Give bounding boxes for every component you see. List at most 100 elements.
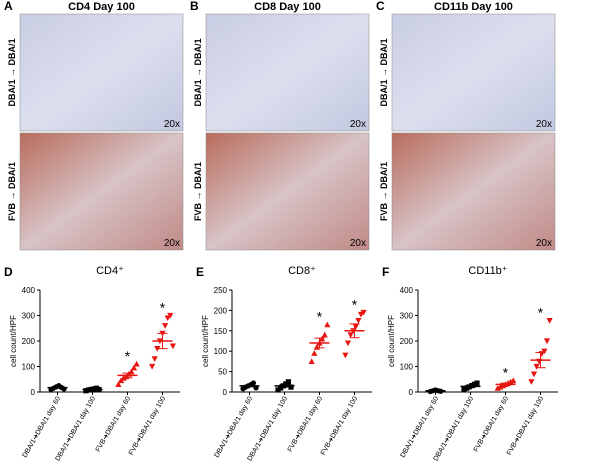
magnification: 20x — [350, 238, 366, 249]
panel-letter: C — [376, 0, 385, 13]
x-tick-label: FVB➔DBA/1 day 100 — [320, 395, 359, 456]
significance-mark: * — [125, 348, 131, 364]
y-tick-label: 200 — [22, 337, 36, 346]
x-tick-label: DBA/1➔DBA/1 day 60 — [214, 395, 255, 459]
micrograph — [391, 132, 556, 251]
error-bar — [465, 384, 476, 388]
data-point — [321, 331, 328, 338]
data-point — [360, 309, 367, 316]
magnification: 20x — [536, 238, 552, 249]
data-point — [149, 363, 156, 370]
data-point — [528, 379, 535, 385]
magnification: 20x — [164, 238, 180, 249]
y-tick-label: 50 — [218, 368, 227, 377]
data-point — [541, 348, 548, 355]
data-point — [167, 312, 174, 319]
x-tick-label: FVB➔DBA/1 day 100 — [128, 395, 167, 456]
y-tick-label: 400 — [400, 286, 414, 295]
panel-letter: E — [196, 265, 204, 279]
error-bar — [279, 384, 290, 388]
panel-letter: A — [4, 0, 13, 13]
x-tick-label: FVB➔DBA/1 day 100 — [506, 395, 545, 456]
data-point — [311, 350, 318, 356]
y-axis-label: cell count/HPF — [387, 315, 396, 367]
data-point — [133, 360, 140, 367]
data-point — [546, 318, 553, 324]
chart-title: CD4⁺ — [96, 265, 124, 277]
data-point — [319, 335, 326, 342]
y-tick-label: 200 — [214, 306, 228, 315]
y-axis-label: cell count/HPF — [201, 315, 210, 367]
data-point — [164, 315, 171, 322]
y-tick-label: 100 — [214, 347, 228, 356]
chart-title: CD8⁺ — [288, 265, 316, 277]
micrograph — [205, 132, 370, 251]
x-tick-label: DBA/1➔DBA/1 day 60 — [400, 395, 441, 459]
error-bar — [52, 386, 63, 389]
data-point — [288, 384, 294, 390]
y-tick-label: 100 — [400, 363, 414, 372]
x-tick-label: FVB➔DBA/1 day 60 — [287, 395, 324, 453]
y-tick-label: 0 — [409, 388, 414, 397]
micrograph — [391, 13, 556, 132]
data-point — [355, 318, 362, 324]
x-tick-label: FVB➔DBA/1 day 60 — [473, 395, 510, 453]
error-bar — [122, 372, 133, 379]
panel-title: CD8 Day 100 — [254, 1, 321, 13]
x-tick-label: FVB➔DBA/1 day 60 — [95, 395, 132, 453]
data-point — [115, 381, 122, 387]
panel-letter: D — [4, 265, 13, 279]
data-point — [474, 380, 480, 386]
x-tick-label: DBA/1➔DBA/1 day 60 — [22, 395, 63, 459]
data-point — [169, 343, 176, 350]
data-point — [154, 346, 161, 352]
significance-mark: * — [352, 296, 358, 312]
row-label: FVB → DBA/1 — [193, 162, 203, 221]
panel-letter: B — [190, 0, 199, 13]
row-label: FVB → DBA/1 — [7, 162, 17, 221]
magnification: 20x — [536, 119, 552, 130]
data-point — [530, 371, 538, 378]
panel-title: CD4 Day 100 — [68, 1, 135, 13]
data-point — [342, 352, 349, 359]
micrograph — [205, 13, 370, 132]
x-tick-label: DBA/1➔DBA/1 day 100 — [433, 395, 476, 462]
significance-mark: * — [317, 309, 323, 325]
y-tick-label: 0 — [223, 388, 228, 397]
panel-letter: F — [382, 265, 389, 279]
row-label: FVB → DBA/1 — [379, 162, 389, 221]
y-tick-label: 0 — [31, 388, 36, 397]
error-bar — [500, 382, 511, 387]
y-axis-label: cell count/HPF — [9, 315, 18, 367]
data-point — [162, 323, 169, 329]
y-tick-label: 400 — [22, 286, 36, 295]
y-tick-label: 300 — [22, 312, 36, 321]
data-point — [344, 340, 352, 347]
data-point — [250, 380, 256, 386]
x-tick-label: DBA/1➔DBA/1 day 100 — [55, 395, 98, 462]
error-bar — [157, 332, 168, 350]
data-point — [130, 364, 138, 371]
x-tick-label: DBA/1➔DBA/1 day 100 — [247, 395, 290, 462]
data-point — [533, 363, 540, 370]
y-tick-label: 250 — [214, 286, 228, 295]
row-label: DBA/1 → DBA/1 — [193, 38, 203, 106]
magnification: 20x — [350, 119, 366, 130]
significance-mark: * — [538, 305, 544, 321]
y-tick-label: 150 — [214, 327, 228, 336]
chart-title: CD11b⁺ — [468, 265, 507, 277]
data-point — [308, 358, 315, 364]
error-bar — [430, 389, 441, 392]
row-label: DBA/1 → DBA/1 — [7, 38, 17, 106]
micrograph — [19, 132, 184, 251]
micrograph — [19, 13, 184, 132]
data-point — [543, 338, 551, 345]
panel-title: CD11b Day 100 — [434, 1, 513, 13]
y-tick-label: 300 — [400, 312, 414, 321]
error-bar — [535, 351, 546, 369]
row-label: DBA/1 → DBA/1 — [379, 38, 389, 106]
magnification: 20x — [164, 119, 180, 130]
data-point — [151, 356, 158, 362]
error-bar — [244, 384, 255, 388]
